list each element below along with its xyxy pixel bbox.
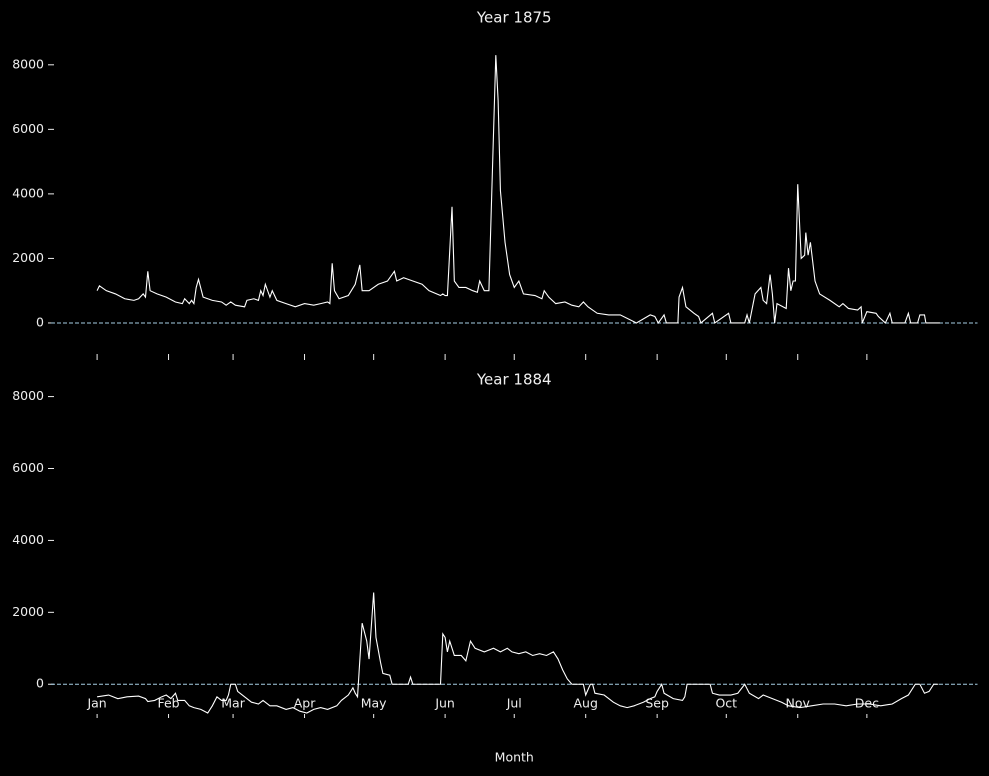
y-tick-label: 0 — [36, 314, 44, 329]
data-line — [96, 55, 940, 324]
x-tick-label: Feb — [157, 696, 179, 711]
x-tick-label: Jul — [506, 696, 522, 711]
chart-title: Year 1884 — [476, 371, 552, 389]
y-tick-label: 8000 — [12, 56, 44, 71]
y-tick-label: 6000 — [12, 121, 44, 136]
y-tick-label: 8000 — [12, 388, 44, 403]
chart-title: Year 1875 — [476, 9, 552, 27]
y-tick-label: 2000 — [12, 250, 44, 265]
x-axis-label: Month — [495, 750, 534, 765]
x-tick-label: Aug — [573, 696, 597, 711]
y-tick-label: 4000 — [12, 532, 44, 547]
x-tick-label: Jan — [86, 696, 106, 711]
x-tick-label: Oct — [715, 696, 737, 711]
x-tick-label: Apr — [294, 696, 316, 711]
x-tick-label: Mar — [221, 696, 245, 711]
y-tick-label: 4000 — [12, 185, 44, 200]
data-line — [97, 592, 939, 714]
x-tick-label: Jun — [434, 696, 455, 711]
y-tick-label: 6000 — [12, 460, 44, 475]
y-tick-label: 0 — [36, 676, 44, 691]
x-tick-label: Nov — [786, 696, 811, 711]
x-tick-label: Sep — [645, 696, 669, 711]
x-tick-label: May — [361, 696, 387, 711]
x-tick-label: Dec — [855, 696, 879, 711]
y-tick-label: 2000 — [12, 604, 44, 619]
